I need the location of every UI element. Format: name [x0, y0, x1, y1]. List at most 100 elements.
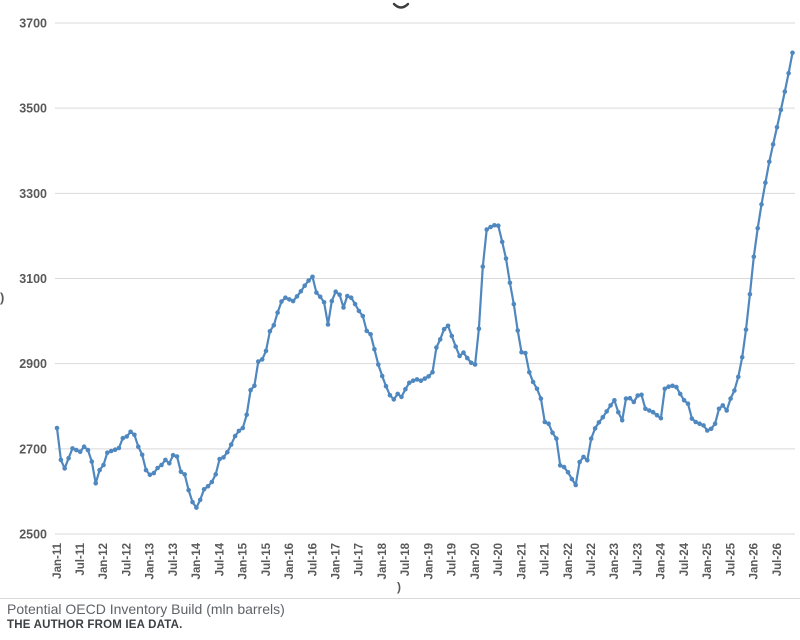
data-point-marker — [604, 409, 609, 414]
data-point-marker — [565, 470, 571, 475]
x-axis-tick-label: Jan-16 — [284, 543, 296, 579]
data-point-marker — [321, 300, 327, 305]
data-point-marker — [221, 455, 226, 460]
data-point-marker — [639, 392, 644, 398]
data-point-marker — [139, 452, 145, 458]
data-point-marker — [159, 462, 164, 468]
data-point-marker — [441, 326, 447, 332]
data-point-marker — [418, 378, 424, 384]
data-point-marker — [372, 346, 377, 352]
x-axis-tick-label: Jan-25 — [702, 542, 714, 579]
data-point-marker — [457, 353, 462, 359]
data-point-marker — [588, 436, 594, 441]
data-point-marker — [658, 415, 664, 421]
data-point-marker — [782, 89, 788, 94]
data-point-marker — [58, 457, 64, 463]
data-point-marker — [163, 457, 168, 463]
x-axis-tick-label: Jan-23 — [609, 543, 621, 579]
data-point-marker — [538, 396, 544, 401]
data-point-marker — [507, 280, 513, 286]
data-point-marker — [112, 447, 118, 453]
data-point-marker — [619, 418, 625, 423]
data-point-marker — [232, 433, 238, 439]
data-point-marker — [519, 349, 524, 355]
data-point-marker — [484, 227, 490, 232]
x-axis-tick-label: Jan-19 — [423, 543, 435, 579]
data-point-marker — [759, 202, 764, 207]
data-line — [55, 51, 794, 509]
data-point-marker — [356, 308, 362, 314]
caption-title: Potential OECD Inventory Build (mln barr… — [7, 601, 285, 617]
caption: Potential OECD Inventory Build (mln barr… — [7, 601, 285, 633]
data-point-marker — [325, 322, 331, 327]
x-axis-tick-label: Jan-15 — [238, 542, 250, 579]
data-point-marker — [263, 348, 269, 354]
data-point-marker — [561, 464, 567, 470]
data-point-marker — [403, 386, 408, 392]
data-point-marker — [523, 350, 528, 356]
data-point-marker — [786, 70, 791, 76]
data-point-marker — [360, 313, 366, 319]
data-point-marker — [101, 462, 106, 468]
data-point-marker — [348, 295, 354, 301]
data-point-marker — [167, 461, 172, 466]
cropped-x-axis-fragment: ) — [397, 580, 401, 594]
x-axis-tick-label: Jan-11 — [52, 542, 64, 578]
data-point-marker — [616, 409, 621, 415]
x-axis-tick-label: Jan-14 — [191, 542, 203, 579]
data-point-marker — [259, 357, 265, 362]
data-point-marker — [708, 426, 714, 432]
data-point-marker — [527, 369, 532, 375]
x-axis-tick-label: Jul-11 — [75, 542, 87, 575]
data-point-marker — [290, 298, 296, 304]
data-point-marker — [329, 298, 335, 304]
data-point-marker — [705, 428, 710, 433]
data-point-marker — [105, 450, 110, 456]
data-point-marker — [383, 383, 389, 389]
data-point-marker — [89, 459, 95, 464]
data-point-marker — [85, 447, 91, 453]
data-point-marker — [194, 505, 199, 510]
data-point-marker — [685, 401, 691, 407]
data-point-marker — [476, 326, 482, 332]
data-point-marker — [283, 295, 288, 301]
data-point-marker — [170, 452, 176, 458]
data-point-marker — [530, 379, 536, 385]
data-point-marker — [248, 387, 253, 393]
data-point-marker — [310, 274, 315, 280]
x-axis-tick-label: Jan-18 — [377, 542, 389, 579]
data-point-marker — [461, 350, 466, 355]
data-point-marker — [147, 472, 153, 478]
data-point-marker — [267, 329, 273, 334]
data-point-marker — [747, 292, 753, 297]
data-point-marker — [81, 444, 87, 450]
data-point-marker — [217, 456, 222, 462]
x-axis-tick-label: Jan-21 — [516, 542, 528, 579]
x-axis-tick-label: Jul-14 — [214, 542, 226, 576]
data-point-marker — [720, 403, 726, 408]
data-point-marker — [399, 394, 404, 400]
data-point-marker — [701, 423, 706, 428]
data-point-marker — [337, 292, 342, 298]
data-point-marker — [472, 362, 478, 367]
data-point-marker — [542, 419, 548, 425]
x-axis-tick-label: Jul-21 — [540, 542, 552, 576]
data-point-marker — [550, 430, 555, 436]
data-point-marker — [612, 398, 617, 403]
data-point-marker — [697, 421, 702, 427]
x-axis-tick-label: Jul-23 — [632, 543, 644, 576]
data-point-marker — [468, 360, 474, 366]
data-point-marker — [743, 327, 749, 332]
data-point-marker — [422, 376, 428, 381]
data-point-marker — [437, 337, 443, 342]
data-point-marker — [600, 415, 606, 420]
data-point-marker — [314, 290, 319, 295]
data-point-marker — [155, 465, 160, 471]
data-point-marker — [364, 328, 370, 334]
data-point-marker — [449, 333, 455, 339]
data-point-marker — [569, 476, 575, 482]
data-point-marker — [712, 421, 718, 427]
data-point-marker — [670, 383, 675, 389]
data-point-marker — [178, 469, 184, 475]
data-point-marker — [453, 344, 459, 349]
